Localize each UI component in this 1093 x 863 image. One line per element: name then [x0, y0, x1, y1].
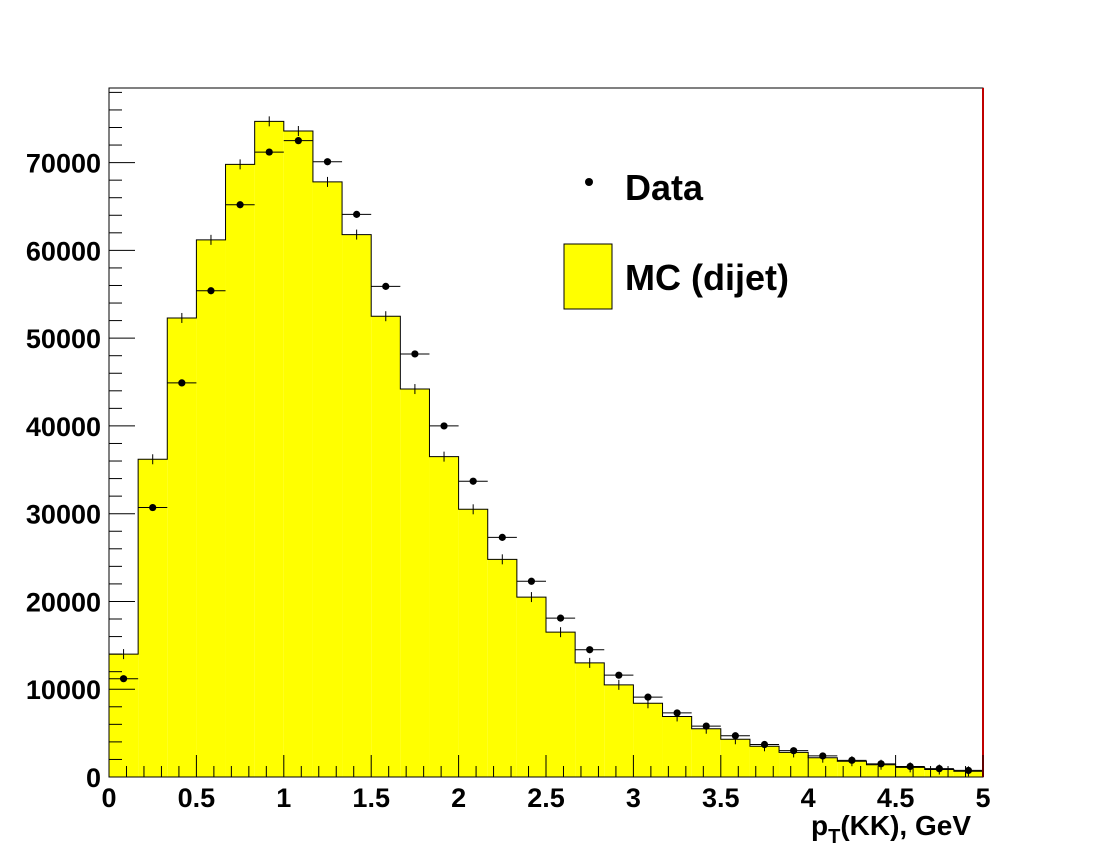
x-tick-label: 3: [626, 783, 641, 813]
mc-bin: [429, 456, 459, 777]
data-point: [353, 210, 361, 218]
x-axis-title-rest: (KK), GeV: [840, 810, 971, 841]
mc-bin: [312, 181, 343, 777]
data-point: [790, 747, 798, 755]
mc-bin: [167, 317, 197, 777]
mc-bin: [109, 654, 139, 777]
x-tick-label: 4.5: [877, 783, 915, 813]
data-point: [265, 148, 273, 156]
mc-bin: [516, 597, 547, 777]
y-tick-label: 10000: [26, 675, 101, 705]
mc-bin: [546, 632, 576, 777]
data-point: [178, 379, 186, 387]
legend-mc-label: MC (dijet): [625, 257, 789, 298]
mc-bin: [225, 164, 255, 778]
data-point: [935, 765, 943, 773]
x-tick-label: 0.5: [178, 783, 216, 813]
mc-bin: [138, 459, 168, 777]
legend: Data MC (dijet): [563, 167, 789, 310]
mc-bin: [487, 559, 517, 777]
legend-data-marker: [585, 178, 593, 186]
x-tick-label: 2.5: [527, 783, 565, 813]
mc-bin: [342, 234, 372, 777]
data-point: [382, 282, 390, 290]
mc-bin: [662, 716, 692, 777]
mc-bin: [604, 684, 634, 777]
x-tick-label: 2: [451, 783, 466, 813]
x-axis-title-subscript: T: [828, 826, 840, 848]
mc-bin: [720, 739, 750, 777]
axes-layer: 0 0.5 1 1.5 2 2.5 3 3.5 4 4.5 5 0 10000 20000 30000 400…: [26, 91, 991, 813]
data-point: [731, 732, 739, 740]
mc-bin: [691, 728, 721, 777]
data-point: [527, 577, 536, 585]
data-point: [149, 503, 157, 512]
data-point: [586, 646, 594, 654]
y-tick-label: 20000: [26, 587, 101, 617]
data-point: [964, 766, 973, 775]
legend-data-label: Data: [625, 167, 704, 208]
x-tick-label: 1: [276, 783, 291, 813]
mc-bin: [866, 764, 896, 777]
x-tick-label: 0: [101, 783, 116, 813]
mc-bin: [400, 389, 430, 777]
data-point: [498, 533, 506, 541]
data-point: [673, 709, 681, 717]
data-point: [323, 158, 332, 166]
data-point: [294, 137, 302, 145]
y-tick-label: 0: [86, 763, 101, 793]
data-point: [644, 693, 652, 701]
y-tick-label: 30000: [26, 500, 101, 530]
mc-outline: [108, 120, 984, 777]
mc-histogram-layer: [108, 116, 984, 778]
data-point: [469, 477, 477, 485]
data-point: [906, 762, 914, 771]
mc-bin: [254, 121, 284, 778]
y-tick-label: 40000: [26, 412, 101, 442]
x-tick-label: 4: [801, 783, 816, 813]
mc-bin: [633, 703, 663, 777]
data-point: [207, 287, 215, 295]
mc-bin: [575, 662, 605, 777]
x-axis-title: pT(KK), GeV: [811, 810, 971, 848]
x-tick-label: 3.5: [702, 783, 740, 813]
data-point: [411, 350, 419, 358]
data-points-layer: [109, 137, 984, 775]
x-tick-label: 5: [975, 783, 990, 813]
x-axis-title-main: p: [811, 810, 828, 841]
mc-bin: [283, 131, 313, 778]
data-point: [848, 756, 856, 764]
x-tick-label: 1.5: [352, 783, 390, 813]
data-point: [819, 752, 827, 760]
data-point: [702, 722, 710, 730]
mc-bin: [749, 746, 780, 777]
data-point: [556, 614, 565, 622]
mc-bin: [371, 316, 401, 777]
data-point: [615, 671, 623, 679]
y-tick-label: 70000: [26, 149, 101, 179]
y-tick-label: 60000: [26, 236, 101, 266]
data-point: [440, 422, 448, 430]
legend-mc-swatch: [563, 243, 613, 310]
data-point: [236, 201, 244, 209]
mc-bin: [808, 757, 838, 777]
data-point: [760, 740, 769, 749]
data-point: [119, 675, 128, 683]
mc-bin: [196, 239, 226, 777]
mc-bin: [837, 761, 867, 777]
mc-bin: [458, 509, 488, 777]
y-tick-label: 50000: [26, 324, 101, 354]
data-point: [877, 760, 885, 768]
